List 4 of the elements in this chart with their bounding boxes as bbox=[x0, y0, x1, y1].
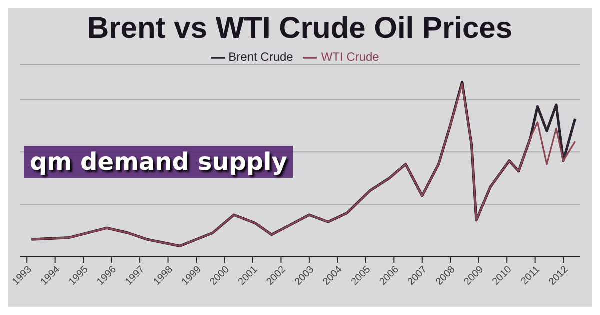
annotation: qm demand supply bbox=[24, 146, 294, 178]
legend-label: WTI Crude bbox=[321, 50, 380, 64]
chart-title: Brent vs WTI Crude Oil Prices bbox=[86, 11, 514, 46]
legend-label: Brent Crude bbox=[228, 50, 294, 64]
